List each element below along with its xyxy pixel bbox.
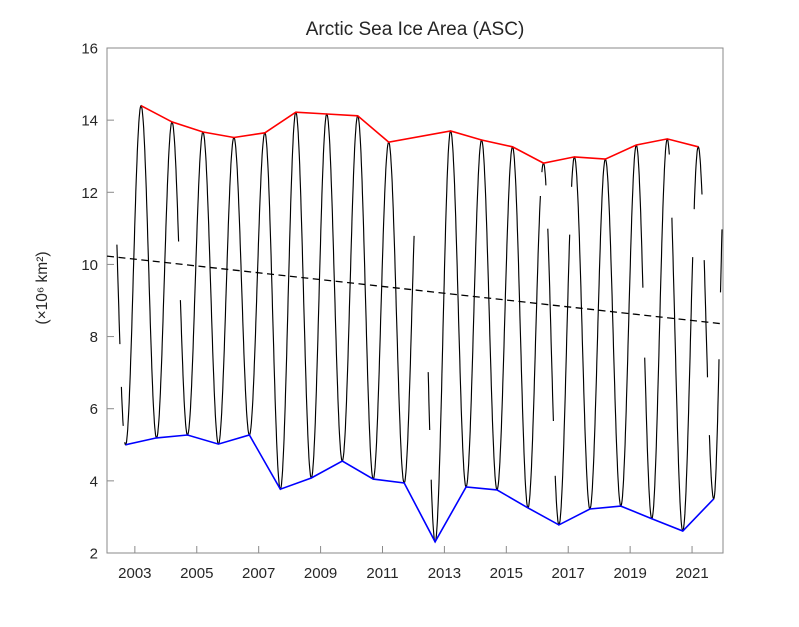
- x-tick-label: 2009: [304, 565, 337, 582]
- x-tick-label: 2019: [613, 565, 646, 582]
- max-envelope-line: [140, 104, 699, 164]
- x-tick-label: 2013: [428, 565, 461, 582]
- monthly-series-line: [116, 104, 723, 543]
- axes: 2003 2005 2007 2009 2011 2013 2015 2017 2019 2021…: [81, 41, 724, 582]
- y-tick-label: 8: [90, 329, 98, 346]
- y-tick-label: 4: [90, 473, 98, 490]
- x-tick-label: 2021: [675, 565, 708, 582]
- y-tick-label: 10: [81, 257, 98, 274]
- x-tick-label: 2007: [242, 565, 275, 582]
- min-envelope-line: [125, 434, 715, 544]
- y-tick-label: 6: [90, 401, 98, 418]
- chart-title: Arctic Sea Ice Area (ASC): [306, 19, 525, 40]
- x-tick-label: 2003: [118, 565, 151, 582]
- x-tick-label: 2005: [180, 565, 213, 582]
- y-tick-label: 2: [90, 546, 98, 563]
- plot-box: [106, 47, 724, 554]
- y-tick-label: 12: [81, 185, 98, 202]
- y-tick-label: 16: [81, 41, 98, 58]
- x-tick-label: 2011: [366, 565, 398, 582]
- x-tick-label: 2015: [490, 565, 523, 582]
- y-tick-label: 14: [81, 113, 98, 130]
- x-tick-label: 2017: [552, 565, 585, 582]
- plot-series: [106, 104, 724, 544]
- y-axis-label: (×10⁶ km²): [34, 251, 51, 324]
